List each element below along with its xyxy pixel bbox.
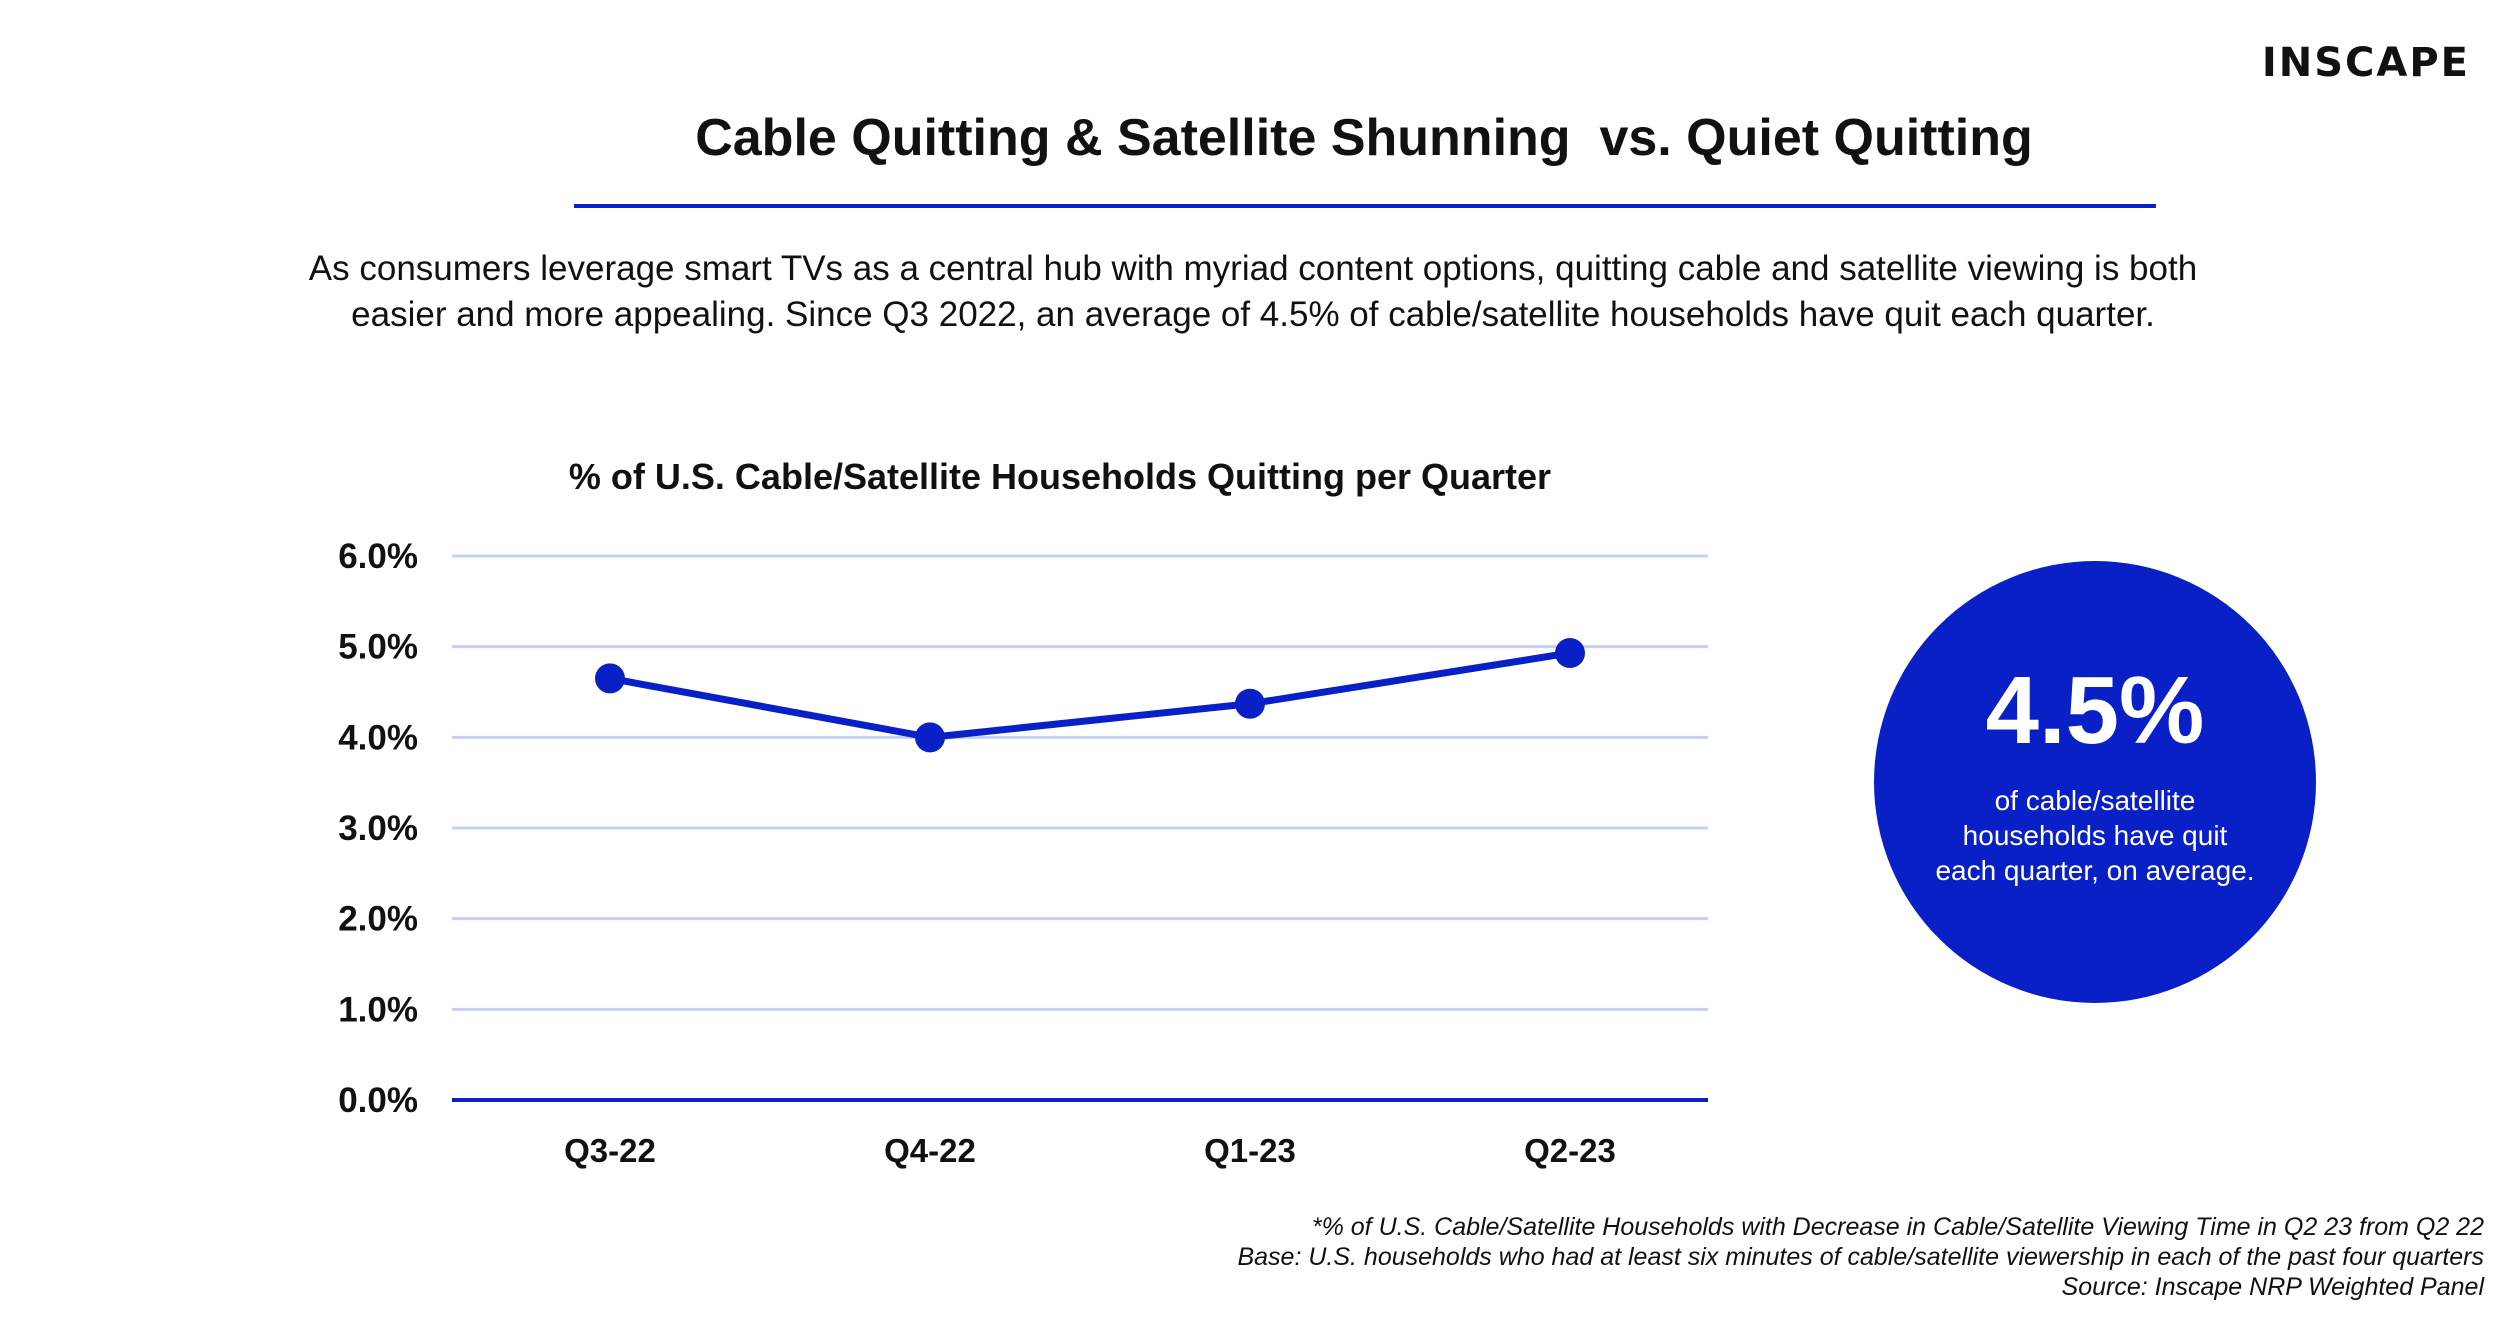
gridlines — [452, 554, 1708, 1102]
y-tick-label: 3.0% — [338, 809, 418, 848]
chart-title: % of U.S. Cable/Satellite Households Qui… — [568, 456, 1552, 497]
data-point — [595, 663, 625, 694]
data-point — [915, 722, 945, 753]
y-tick-label: 5.0% — [338, 628, 418, 667]
inscape-logo: INSCAPE — [2261, 40, 2470, 86]
y-tick-label: 6.0% — [338, 537, 418, 576]
x-tick-label: Q1-23 — [1204, 1132, 1296, 1169]
data-point — [1555, 638, 1585, 669]
y-axis-ticks: 0.0% 1.0% 2.0% 3.0% 4.0% 5.0% 6.0% — [338, 537, 418, 1120]
x-axis-ticks: Q3-22 Q4-22 Q1-23 Q2-23 — [564, 1132, 1616, 1169]
footnote-definition: *% of U.S. Cable/Satellite Households wi… — [1311, 1213, 2484, 1241]
y-tick-label: 4.0% — [338, 718, 418, 757]
page-title: Cable Quitting & Satellite Shunning vs. … — [695, 109, 2033, 167]
x-tick-label: Q3-22 — [564, 1132, 656, 1169]
y-tick-label: 0.0% — [338, 1081, 418, 1120]
title-underline — [574, 204, 2156, 208]
footnote-source: Source: Inscape NRP Weighted Panel — [2061, 1273, 2484, 1301]
footnotes: *% of U.S. Cable/Satellite Households wi… — [884, 1212, 2484, 1302]
x-tick-label: Q2-23 — [1524, 1132, 1616, 1169]
y-tick-label: 1.0% — [338, 990, 418, 1029]
footnote-base: Base: U.S. households who had at least s… — [1237, 1243, 2484, 1271]
average-description: of cable/satellite households have quit … — [1935, 785, 2255, 886]
y-tick-label: 2.0% — [338, 900, 418, 939]
average-callout: 4.5% of cable/satellite households have … — [1874, 561, 2316, 1003]
x-tick-label: Q4-22 — [884, 1132, 976, 1169]
data-point — [1235, 688, 1265, 719]
series — [595, 638, 1585, 753]
series-line — [609, 649, 1571, 741]
page-subtitle: As consumers leverage smart TVs as a cen… — [308, 249, 2198, 334]
average-value: 4.5% — [1985, 657, 2205, 764]
